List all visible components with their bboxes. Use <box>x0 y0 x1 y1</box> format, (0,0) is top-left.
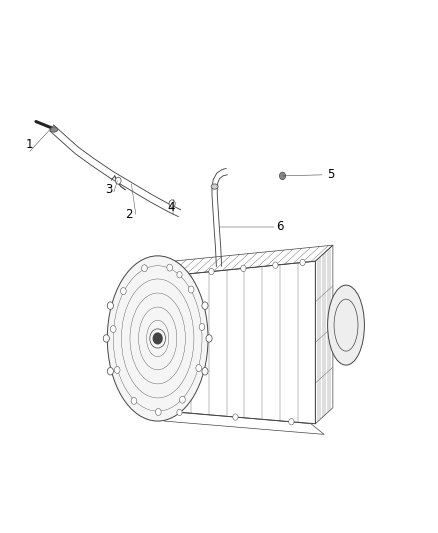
Circle shape <box>110 326 116 333</box>
Circle shape <box>209 269 214 274</box>
Circle shape <box>180 396 185 403</box>
Circle shape <box>177 272 182 278</box>
Circle shape <box>279 172 286 180</box>
Circle shape <box>155 408 161 415</box>
Circle shape <box>300 259 305 265</box>
Circle shape <box>206 335 212 342</box>
Text: 5: 5 <box>327 168 334 181</box>
Ellipse shape <box>50 127 58 132</box>
Text: 4: 4 <box>167 201 175 214</box>
Circle shape <box>114 367 120 374</box>
Circle shape <box>273 262 278 269</box>
Circle shape <box>120 288 126 295</box>
Text: 6: 6 <box>276 220 283 233</box>
Circle shape <box>289 418 294 425</box>
Text: 1: 1 <box>26 139 34 151</box>
Text: 3: 3 <box>105 183 112 196</box>
Circle shape <box>202 302 208 309</box>
Circle shape <box>107 368 113 375</box>
Ellipse shape <box>328 285 364 365</box>
Ellipse shape <box>211 184 218 189</box>
Circle shape <box>196 365 201 372</box>
Circle shape <box>233 414 238 420</box>
Circle shape <box>107 302 113 309</box>
Circle shape <box>241 265 246 271</box>
Ellipse shape <box>107 256 208 421</box>
Circle shape <box>202 368 208 375</box>
Circle shape <box>188 286 194 293</box>
Text: 2: 2 <box>125 208 133 221</box>
Circle shape <box>167 264 173 271</box>
Circle shape <box>153 333 162 344</box>
Circle shape <box>103 335 110 342</box>
Circle shape <box>177 409 182 416</box>
Circle shape <box>169 200 175 207</box>
Circle shape <box>141 265 147 272</box>
Circle shape <box>116 177 121 184</box>
Circle shape <box>131 398 137 405</box>
Circle shape <box>199 324 205 330</box>
